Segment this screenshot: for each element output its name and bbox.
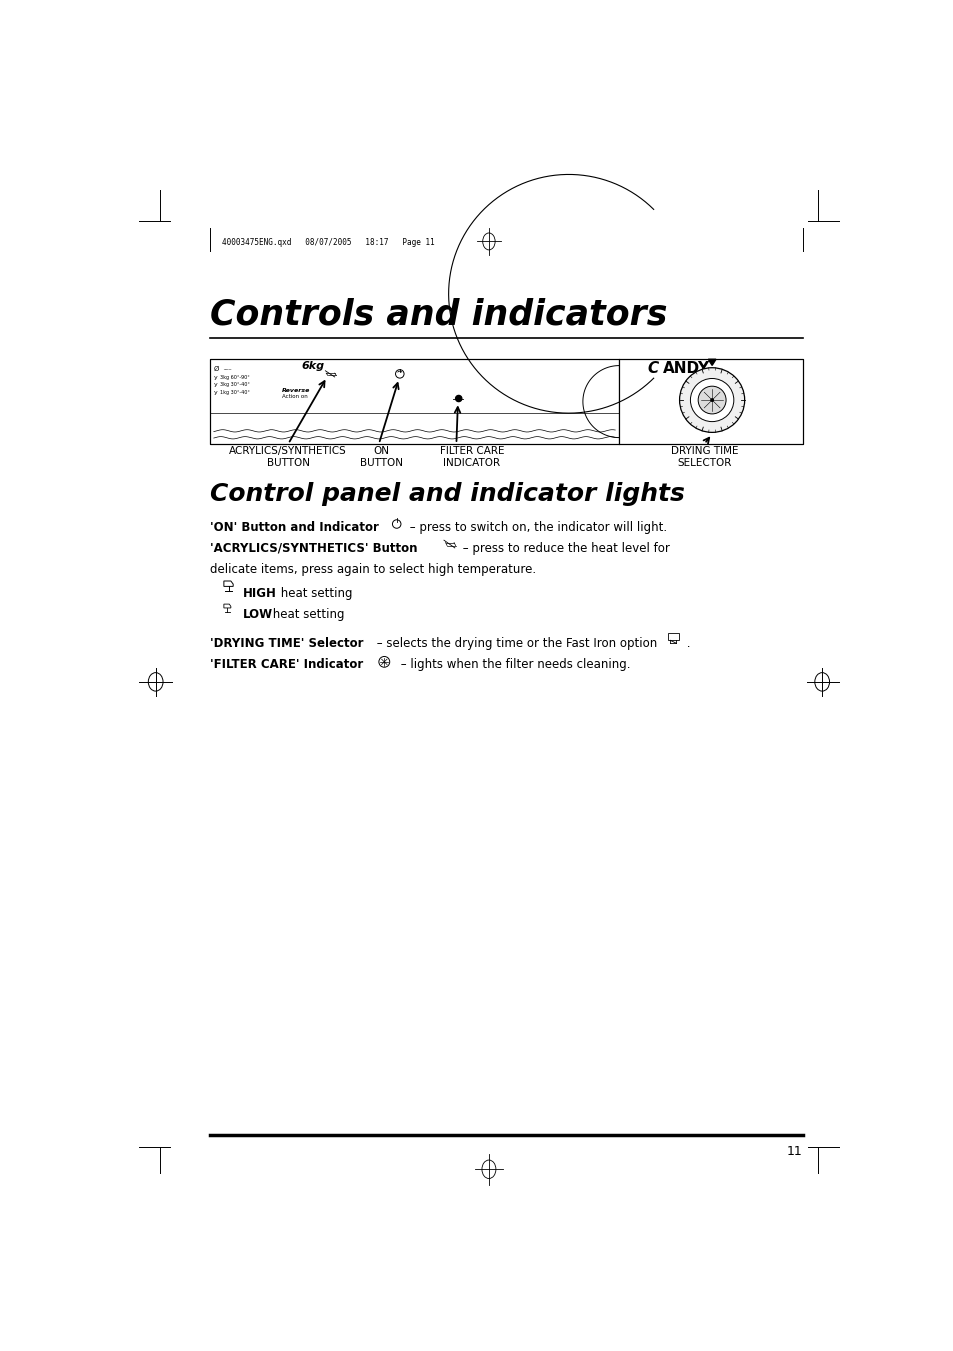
Text: Controls and indicators: Controls and indicators <box>210 297 666 331</box>
Text: ANDY: ANDY <box>662 361 710 376</box>
Circle shape <box>456 396 461 401</box>
Text: FILTER CARE
INDICATOR: FILTER CARE INDICATOR <box>439 446 503 467</box>
Text: – press to switch on, the indicator will light.: – press to switch on, the indicator will… <box>406 521 666 534</box>
Bar <box>618 359 802 444</box>
Text: C: C <box>647 361 659 376</box>
Text: 3kg 60°-90°: 3kg 60°-90° <box>220 374 250 380</box>
Text: LOW: LOW <box>243 608 274 621</box>
Text: ON
BUTTON: ON BUTTON <box>359 446 402 467</box>
Text: Ø: Ø <box>213 365 219 372</box>
Text: Action on: Action on <box>282 394 308 399</box>
Text: 1kg 30°-40°: 1kg 30°-40° <box>220 390 250 394</box>
Bar <box>667 634 679 640</box>
Text: y: y <box>213 382 217 388</box>
Circle shape <box>698 386 725 413</box>
Text: 3kg 30°-40°: 3kg 30°-40° <box>220 382 250 388</box>
Circle shape <box>690 378 733 422</box>
Text: delicate items, press again to select high temperature.: delicate items, press again to select hi… <box>210 562 536 576</box>
Text: 'DRYING TIME' Selector: 'DRYING TIME' Selector <box>210 638 363 650</box>
Bar <box>210 359 802 444</box>
Text: y: y <box>213 390 217 394</box>
Text: ___: ___ <box>223 365 232 370</box>
Text: 'ACRYLICS/SYNTHETICS' Button: 'ACRYLICS/SYNTHETICS' Button <box>210 542 421 555</box>
Polygon shape <box>707 359 716 365</box>
Text: DRYING TIME
SELECTOR: DRYING TIME SELECTOR <box>670 446 738 467</box>
Text: y: y <box>213 374 217 380</box>
Text: heat setting: heat setting <box>276 588 352 600</box>
Text: .: . <box>682 638 690 650</box>
Text: HIGH: HIGH <box>243 588 276 600</box>
Text: 11: 11 <box>786 1146 802 1158</box>
Text: 40003475ENG.qxd   08/07/2005   18:17   Page 11: 40003475ENG.qxd 08/07/2005 18:17 Page 11 <box>221 238 434 247</box>
Text: 6kg: 6kg <box>301 361 324 370</box>
Text: Reverse: Reverse <box>282 388 310 393</box>
Bar <box>210 359 618 444</box>
Text: ACRYLICS/SYNTHETICS
BUTTON: ACRYLICS/SYNTHETICS BUTTON <box>229 446 347 467</box>
Text: – press to reduce the heat level for: – press to reduce the heat level for <box>458 542 669 555</box>
Text: 'ON' Button and Indicator: 'ON' Button and Indicator <box>210 521 382 534</box>
Text: – lights when the filter needs cleaning.: – lights when the filter needs cleaning. <box>396 658 630 671</box>
Text: Control panel and indicator lights: Control panel and indicator lights <box>210 482 684 507</box>
Text: – selects the drying time or the Fast Iron option: – selects the drying time or the Fast Ir… <box>373 638 660 650</box>
Circle shape <box>709 399 713 403</box>
Circle shape <box>679 367 744 432</box>
Text: 'FILTER CARE' Indicator: 'FILTER CARE' Indicator <box>210 658 363 671</box>
Text: heat setting: heat setting <box>269 608 344 621</box>
